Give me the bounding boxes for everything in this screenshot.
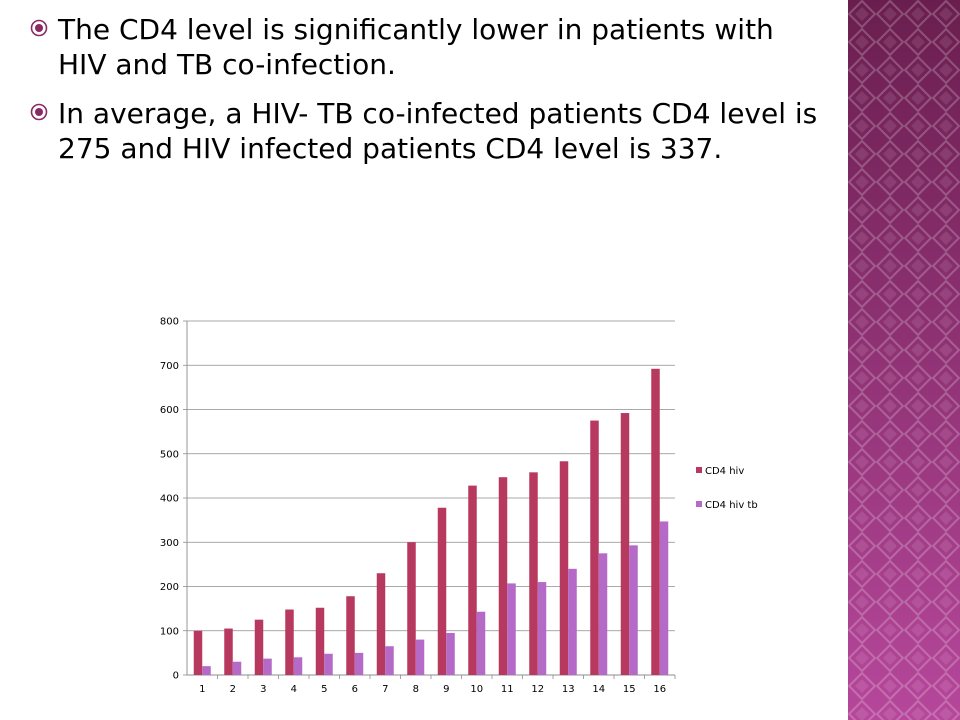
decorative-side-panel [848,0,960,720]
bar-cd4-hiv-tb [415,639,425,675]
x-tick-label: 10 [470,684,483,695]
x-tick-label: 6 [352,684,358,695]
bar-cd4-hiv-tb [263,658,272,675]
bar-cd4-hiv-tb [232,661,242,675]
y-tick-label: 0 [173,671,179,682]
y-tick-label: 100 [160,626,179,637]
x-tick-label: 4 [291,684,297,695]
x-tick-label: 8 [413,684,419,695]
y-tick-label: 700 [160,361,179,372]
bar-cd4-hiv-tb [629,545,638,675]
bullet-item: In average, a HIV- TB co-infected patien… [30,96,830,166]
bar-cd4-hiv [346,596,355,675]
bar-cd4-hiv-tb [537,582,547,675]
bar-cd4-hiv [224,628,233,675]
bar-cd4-hiv [437,507,447,675]
x-tick-label: 16 [653,684,666,695]
y-tick-label: 400 [160,494,179,505]
x-tick-label: 13 [562,684,575,695]
bar-cd4-hiv-tb [446,632,455,675]
bar-cd4-hiv-tb [598,553,608,675]
x-tick-label: 2 [230,684,236,695]
bullet-text: In average, a HIV- TB co-infected patien… [58,97,818,165]
y-tick-label: 800 [160,317,179,328]
target-bullet-icon [30,103,48,121]
bar-cd4-hiv [559,461,569,675]
x-tick-label: 9 [443,684,449,695]
bar-cd4-hiv [651,368,660,675]
bullet-item: The CD4 level is significantly lower in … [30,12,830,82]
bar-cd4-hiv [285,609,294,675]
legend-swatch [696,501,702,507]
y-tick-label: 200 [160,582,179,593]
bar-cd4-hiv [407,542,416,675]
bar-cd4-hiv-tb [659,521,669,675]
legend-swatch [696,467,702,473]
bar-cd4-hiv [529,472,538,675]
bar-cd4-hiv [498,477,508,675]
bar-cd4-hiv [468,485,477,675]
y-tick-label: 500 [160,449,179,460]
bullet-list: The CD4 level is significantly lower in … [30,12,830,180]
y-tick-label: 300 [160,538,179,549]
bullet-text: The CD4 level is significantly lower in … [58,13,774,81]
x-tick-label: 5 [321,684,327,695]
x-tick-label: 15 [623,684,636,695]
x-tick-label: 11 [501,684,514,695]
bar-cd4-hiv-tb [476,611,486,675]
target-bullet-icon [30,19,48,37]
bar-cd4-hiv-tb [385,646,394,675]
y-tick-label: 600 [160,405,179,416]
bar-cd4-hiv [590,420,599,675]
bar-cd4-hiv-tb [324,653,333,675]
x-tick-label: 3 [260,684,266,695]
legend-label: CD4 hiv [705,466,744,477]
x-tick-label: 1 [199,684,205,695]
x-tick-label: 12 [531,684,544,695]
bar-cd4-hiv [254,619,264,675]
bar-cd4-hiv-tb [507,583,516,675]
bar-cd4-hiv-tb [354,652,364,675]
bar-cd4-hiv [620,413,630,675]
bar-cd4-hiv-tb [293,657,303,675]
x-tick-label: 14 [592,684,605,695]
bar-cd4-hiv [315,607,325,675]
legend-label: CD4 hiv tb [705,500,758,511]
bar-cd4-hiv-tb [568,568,577,675]
bar-cd4-hiv-tb [202,666,211,675]
bar-cd4-hiv [376,573,386,675]
x-tick-label: 7 [382,684,388,695]
bar-cd4-hiv [193,630,203,675]
